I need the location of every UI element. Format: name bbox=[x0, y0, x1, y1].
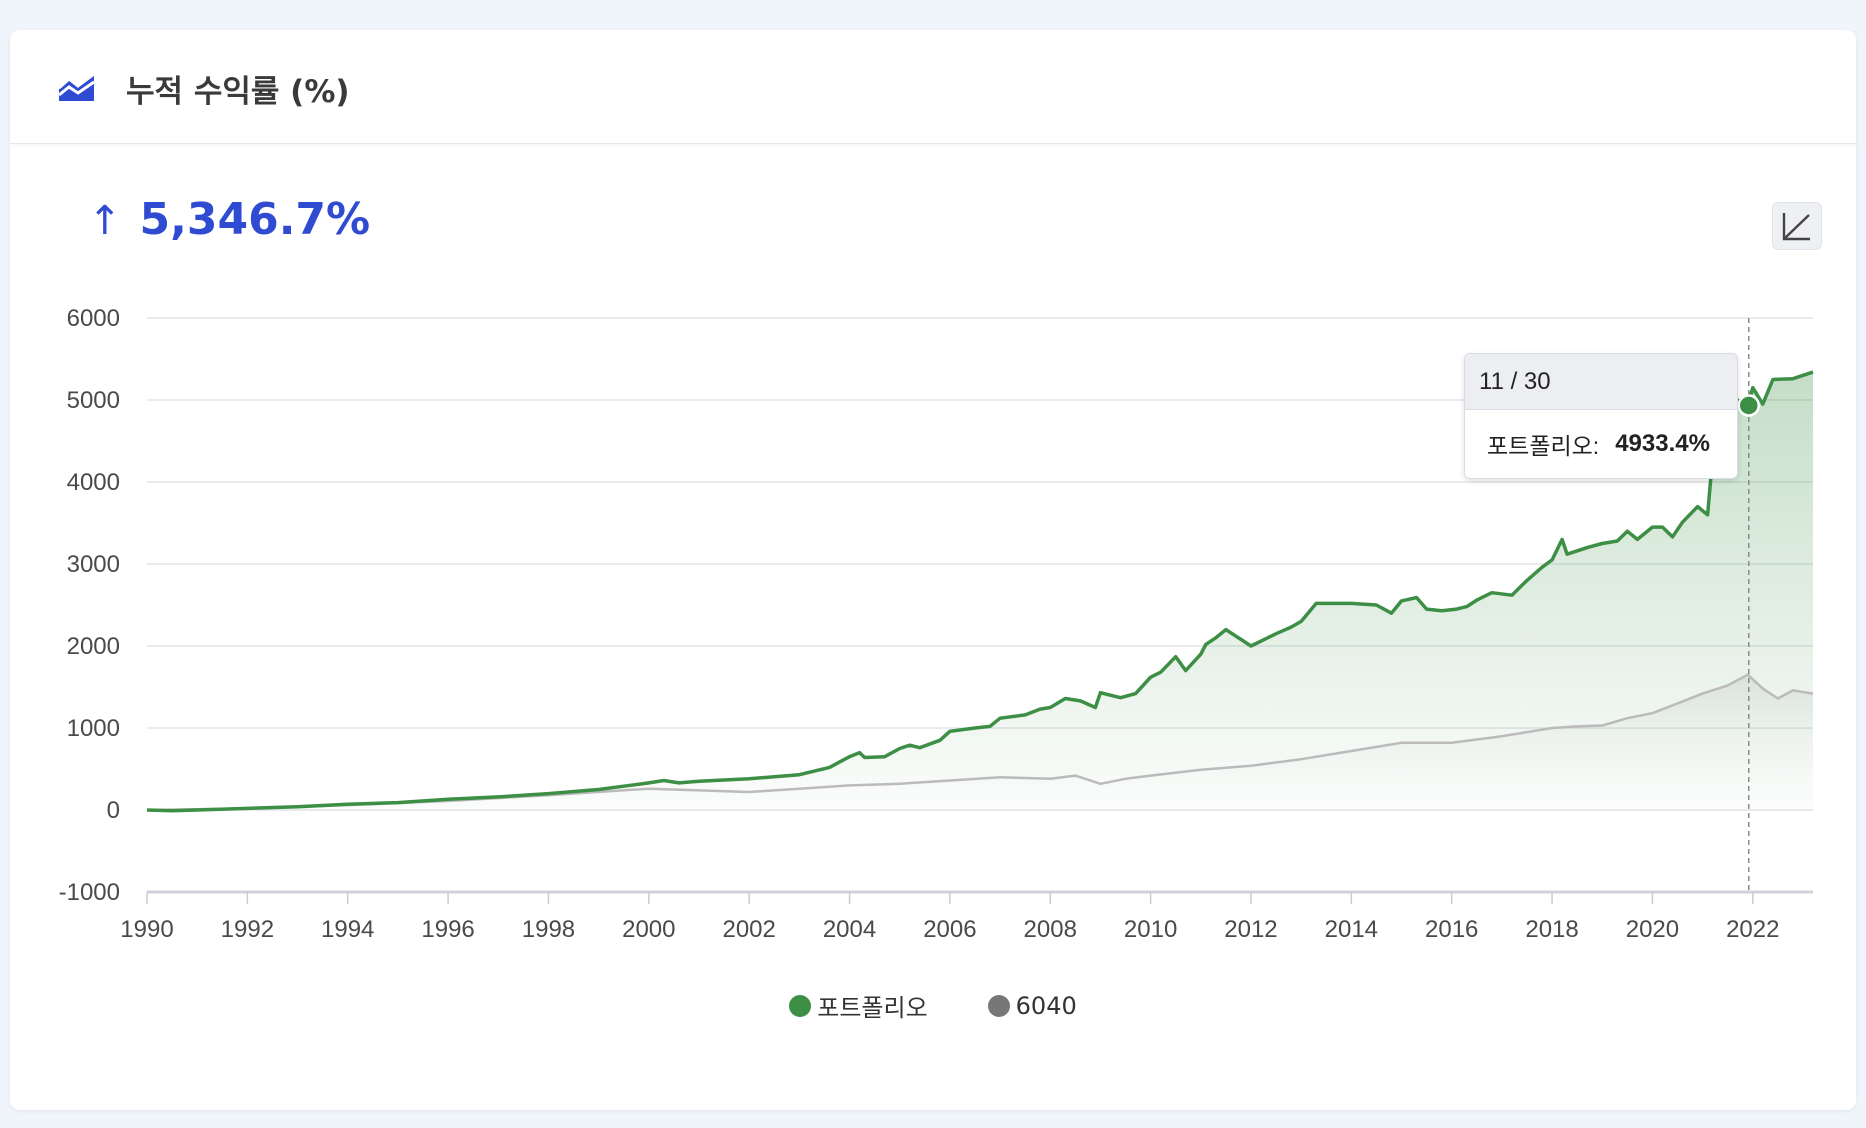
x-tick-label-2010: 2010 bbox=[1124, 916, 1177, 943]
y-tick-label-6000: 6000 bbox=[67, 305, 120, 332]
total-return-value: 5,346.7% bbox=[139, 194, 371, 245]
log-scale-icon bbox=[1782, 213, 1810, 241]
x-tick-label-2004: 2004 bbox=[823, 916, 876, 943]
series-area-portfolio bbox=[147, 372, 1813, 811]
y-tick-label-0: 0 bbox=[107, 797, 120, 824]
chart-tooltip: 11 / 30 포트폴리오: 4933.4% bbox=[1464, 353, 1738, 479]
chart-legend: 포트폴리오 6040 bbox=[0, 988, 1866, 1023]
y-tick-label--1000: -1000 bbox=[59, 879, 120, 906]
area-chart-icon bbox=[58, 72, 95, 101]
tooltip-body: 포트폴리오: 4933.4% bbox=[1465, 410, 1737, 478]
x-tick-label-2020: 2020 bbox=[1626, 916, 1679, 943]
tooltip-series-label: 포트폴리오: bbox=[1487, 433, 1600, 459]
tooltip-date: 11 / 30 bbox=[1465, 354, 1737, 410]
legend-label-6040: 6040 bbox=[1015, 991, 1077, 1020]
x-tick-label-2006: 2006 bbox=[923, 916, 976, 943]
legend-item-portfolio[interactable]: 포트폴리오 bbox=[789, 988, 928, 1023]
y-tick-label-1000: 1000 bbox=[67, 715, 120, 742]
legend-dot-portfolio bbox=[789, 994, 812, 1017]
hover-point-marker bbox=[1737, 394, 1761, 417]
x-tick-label-2018: 2018 bbox=[1525, 916, 1578, 943]
x-tick-label-2012: 2012 bbox=[1224, 916, 1277, 943]
total-return: ↑ 5,346.7% bbox=[88, 194, 370, 245]
x-tick-label-2002: 2002 bbox=[722, 916, 775, 943]
x-tick-label-1990: 1990 bbox=[120, 916, 173, 943]
series-line-portfolio bbox=[146, 370, 1814, 813]
series-line-6040 bbox=[146, 673, 1814, 812]
up-arrow-icon: ↑ bbox=[88, 198, 122, 244]
x-tick-label-2000: 2000 bbox=[622, 916, 675, 943]
legend-label-portfolio: 포트폴리오 bbox=[817, 994, 928, 1022]
legend-item-6040[interactable]: 6040 bbox=[987, 988, 1077, 1023]
x-tick-label-1998: 1998 bbox=[522, 916, 575, 943]
y-tick-label-5000: 5000 bbox=[67, 387, 120, 414]
x-tick-label-2014: 2014 bbox=[1325, 916, 1378, 943]
tooltip-value: 4933.4% bbox=[1615, 430, 1710, 457]
y-tick-label-2000: 2000 bbox=[67, 633, 120, 660]
y-tick-label-4000: 4000 bbox=[67, 469, 120, 496]
x-tick-label-1996: 1996 bbox=[421, 916, 474, 943]
log-scale-toggle-button[interactable] bbox=[1772, 202, 1822, 250]
x-tick-label-1992: 1992 bbox=[221, 916, 274, 943]
x-tick-label-1994: 1994 bbox=[321, 916, 374, 943]
legend-dot-6040 bbox=[987, 994, 1010, 1017]
card-title: 누적 수익률 (%) bbox=[126, 74, 350, 110]
x-tick-label-2016: 2016 bbox=[1425, 916, 1478, 943]
x-tick-label-2022: 2022 bbox=[1726, 916, 1779, 943]
x-tick-label-2008: 2008 bbox=[1024, 916, 1077, 943]
card-header: 누적 수익률 (%) bbox=[10, 30, 1856, 144]
y-tick-label-3000: 3000 bbox=[67, 551, 120, 578]
